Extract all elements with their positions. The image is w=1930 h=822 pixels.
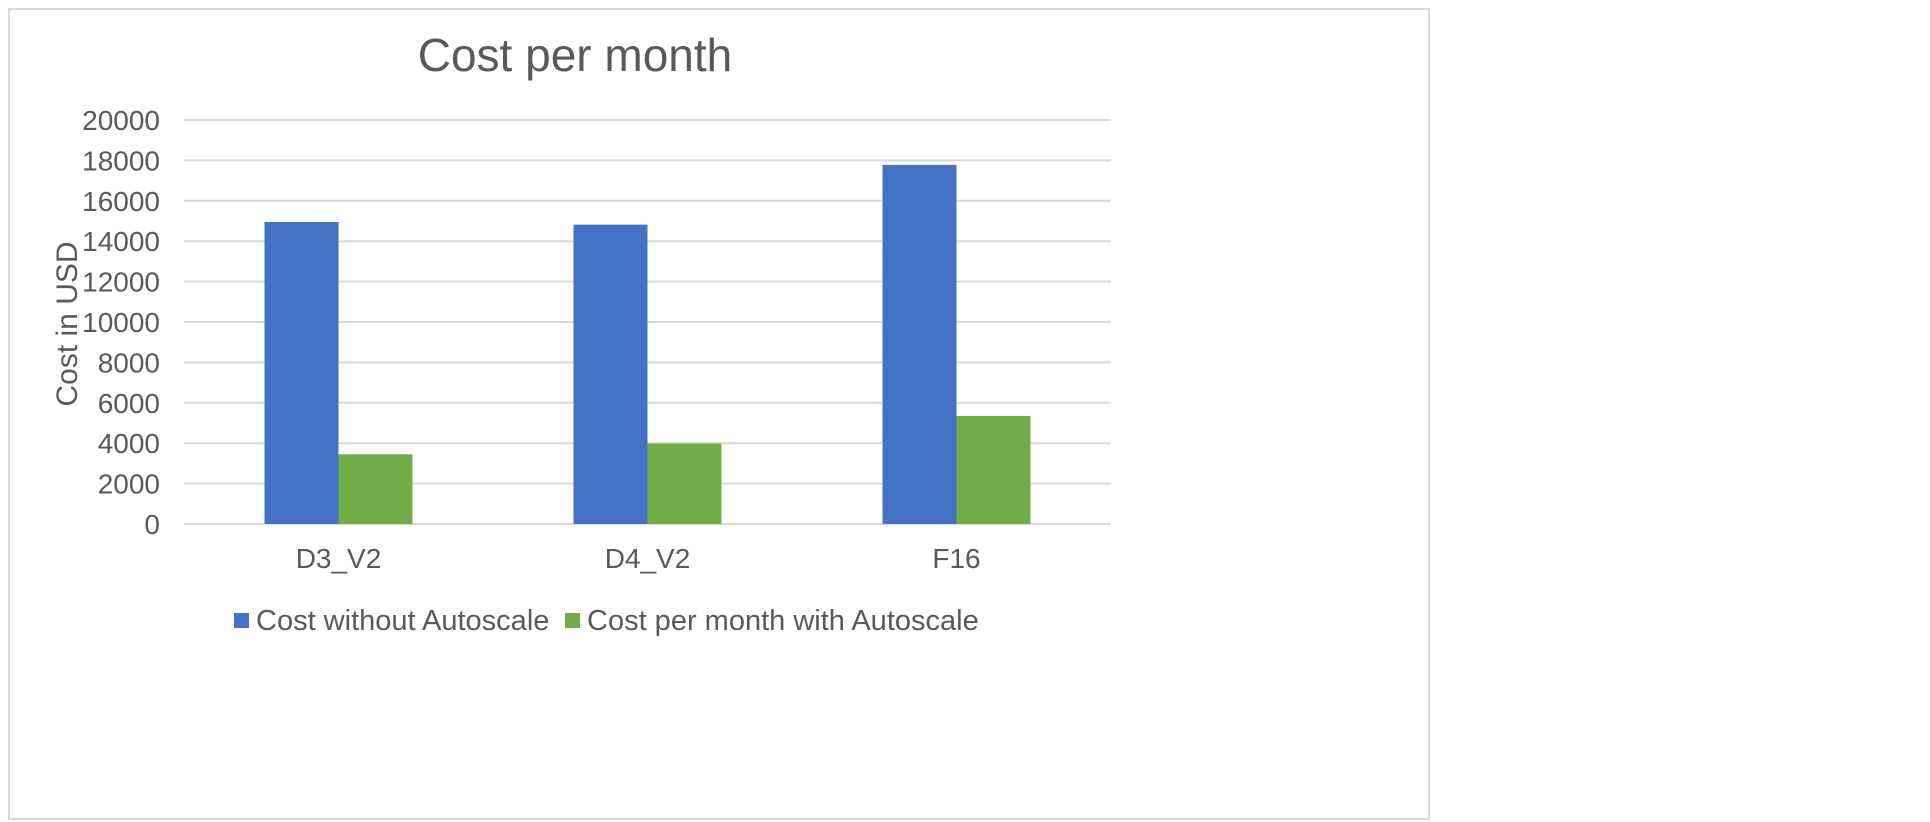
bar-without-autoscale-f16	[882, 164, 957, 524]
bar-with-autoscale-f16	[956, 415, 1031, 524]
y-tick-label: 14000	[82, 226, 160, 257]
bar-with-autoscale-d3-v2	[338, 454, 413, 524]
bar-without-autoscale-d3-v2	[264, 222, 339, 524]
y-tick-label: 6000	[98, 388, 160, 419]
y-tick-label: 10000	[82, 307, 160, 338]
y-tick-label: 16000	[82, 186, 160, 217]
x-category-label: D3_V2	[296, 543, 382, 574]
legend-swatch	[565, 613, 580, 628]
bar-without-autoscale-d4-v2	[573, 224, 648, 525]
y-tick-label: 2000	[98, 469, 160, 500]
y-tick-label: 0	[144, 509, 160, 540]
y-tick-label: 18000	[82, 145, 160, 176]
legend-label: Cost without Autoscale	[256, 605, 549, 637]
bar-with-autoscale-d4-v2	[647, 443, 722, 524]
x-category-label: F16	[932, 543, 980, 574]
legend-label: Cost per month with Autoscale	[587, 605, 979, 637]
y-tick-label: 4000	[98, 428, 160, 459]
legend-swatch	[234, 613, 249, 628]
chart-frame: Cost per month Cost in USD 0 2000 4000 6000 80…	[8, 8, 1430, 820]
y-axis-title: Cost in USD	[51, 241, 84, 406]
bar-chart: Cost per month Cost in USD 0 2000 4000 6000 80…	[51, 29, 1111, 637]
y-tick-label: 20000	[82, 105, 160, 136]
x-category-label: D4_V2	[605, 543, 691, 574]
y-tick-label: 8000	[98, 347, 160, 378]
y-tick-label: 12000	[82, 267, 160, 298]
chart-title: Cost per month	[418, 29, 732, 81]
